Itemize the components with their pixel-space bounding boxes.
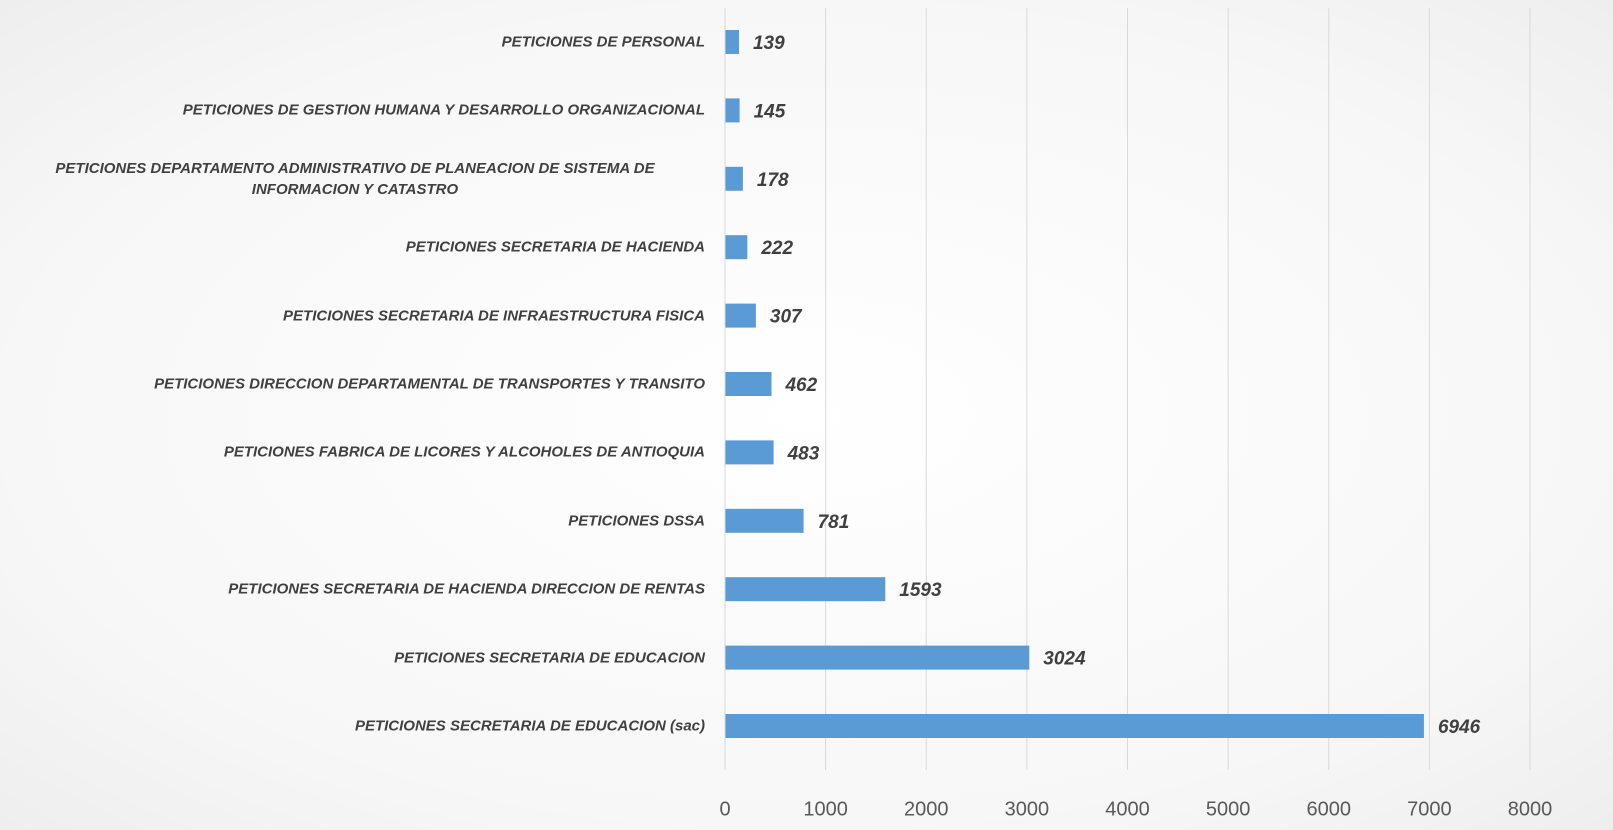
data-label: 1593 — [899, 580, 942, 601]
data-label: 307 — [770, 307, 803, 328]
data-label: 483 — [787, 443, 820, 464]
bar — [725, 645, 1030, 670]
y-label-box: PETICIONES DEPARTAMENTO ADMINISTRATIVO D… — [5, 158, 705, 200]
y-label-box: PETICIONES SECRETARIA DE INFRAESTRUCTURA… — [5, 305, 705, 326]
data-label: 222 — [760, 238, 793, 259]
y-tick-label: PETICIONES DE GESTION HUMANA Y DESARROLL… — [182, 101, 705, 119]
y-label-box: PETICIONES SECRETARIA DE HACIENDA DIRECC… — [5, 579, 705, 600]
bar — [725, 714, 1424, 738]
y-tick-label: PETICIONES SECRETARIA DE HACIENDA DIRECC… — [228, 580, 705, 598]
x-tick-label: 3000 — [1005, 798, 1050, 820]
bar — [725, 577, 886, 602]
data-label: 781 — [818, 512, 850, 533]
x-tick-label: 0 — [719, 798, 730, 820]
bar — [725, 235, 748, 260]
bar — [725, 508, 804, 533]
bar — [725, 303, 756, 328]
bar — [725, 166, 743, 191]
y-tick-label: PETICIONES DEPARTAMENTO ADMINISTRATIVO D… — [55, 159, 655, 198]
y-tick-label: PETICIONES SECRETARIA DE EDUCACION — [394, 649, 705, 667]
x-tick-label: 7000 — [1407, 798, 1452, 820]
y-tick-label: PETICIONES DIRECCION DEPARTAMENTAL DE TR… — [154, 375, 705, 393]
y-tick-label: PETICIONES DE PERSONAL — [501, 33, 705, 51]
y-tick-label: PETICIONES SECRETARIA DE HACIENDA — [405, 238, 705, 256]
y-label-box: PETICIONES DIRECCION DEPARTAMENTAL DE TR… — [5, 374, 705, 395]
y-label-box: PETICIONES FABRICA DE LICORES Y ALCOHOLE… — [5, 442, 705, 463]
y-tick-label: PETICIONES SECRETARIA DE EDUCACION (sac) — [354, 717, 705, 735]
data-label: 6946 — [1438, 717, 1481, 738]
y-tick-label: PETICIONES DSSA — [568, 512, 705, 530]
bar — [725, 372, 772, 396]
data-label: 139 — [753, 33, 785, 54]
y-tick-label: PETICIONES FABRICA DE LICORES Y ALCOHOLE… — [223, 443, 705, 461]
x-tick-label: 1000 — [803, 798, 848, 820]
data-label: 462 — [784, 375, 817, 396]
x-tick-label: 5000 — [1206, 798, 1251, 820]
y-label-box: PETICIONES DE PERSONAL — [5, 32, 705, 53]
bar — [725, 98, 740, 123]
x-tick-label: 4000 — [1105, 798, 1150, 820]
data-label: 178 — [757, 170, 789, 191]
x-tick-label: 2000 — [904, 798, 949, 820]
y-label-box: PETICIONES SECRETARIA DE EDUCACION — [5, 647, 705, 668]
data-label: 3024 — [1043, 649, 1086, 670]
y-label-box: PETICIONES SECRETARIA DE EDUCACION (sac) — [5, 716, 705, 737]
y-label-box: PETICIONES DE GESTION HUMANA Y DESARROLL… — [5, 100, 705, 121]
y-label-box: PETICIONES SECRETARIA DE HACIENDA — [5, 237, 705, 258]
data-label: 145 — [754, 101, 786, 122]
x-tick-label: 6000 — [1307, 798, 1352, 820]
y-label-box: PETICIONES DSSA — [5, 510, 705, 531]
bar — [725, 30, 739, 54]
y-tick-label: PETICIONES SECRETARIA DE INFRAESTRUCTURA… — [283, 307, 705, 325]
bar — [725, 440, 774, 465]
x-tick-label: 8000 — [1508, 798, 1553, 820]
